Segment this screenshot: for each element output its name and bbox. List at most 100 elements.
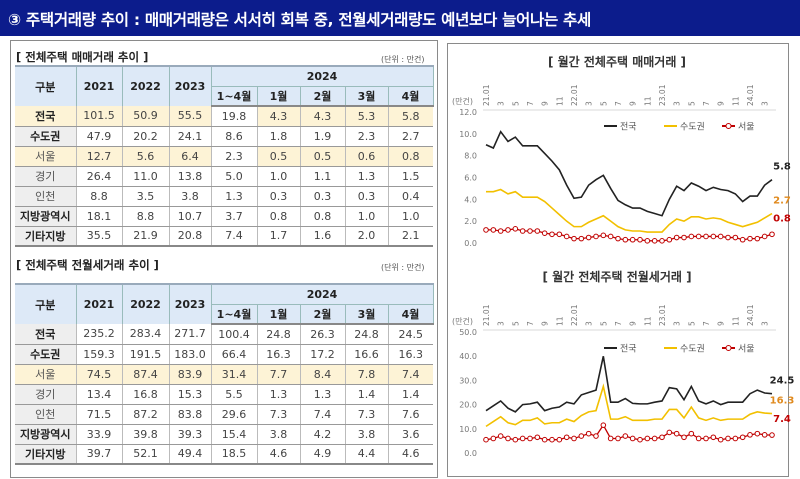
table-cell: 2.1 [387, 226, 434, 247]
table-cell: 2.3 [344, 126, 388, 147]
table-cell: 10.7 [168, 206, 211, 227]
table-row: 인천 8.8 3.5 3.8 1.3 0.3 0.3 0.3 0.4 [15, 186, 434, 207]
table-cell: 3.8 [168, 186, 211, 207]
sale_table: 구분 2021 2022 2023 2024 1~4월 1월 2월 3월 4월 전국 101.5 50.… [15, 65, 434, 247]
table-cell: 183.0 [168, 344, 211, 365]
table-cell: 2.0 [344, 226, 388, 247]
x-tick-label: 5 [687, 101, 696, 106]
seoul-data-point [600, 422, 607, 428]
table-cell: 4.6 [387, 444, 434, 465]
row-label: 경기 [15, 384, 76, 405]
row-label: 지방광역시 [15, 424, 76, 445]
table-cell: 1.3 [344, 166, 388, 187]
table-row: 수도권 47.9 20.2 24.1 8.6 1.8 1.9 2.3 2.7 [15, 126, 434, 147]
x-tick-label: 5 [511, 101, 520, 106]
header-month: 4월 [387, 85, 434, 107]
table-cell: 1.4 [387, 384, 434, 405]
seoul-data-point [644, 238, 651, 244]
page-header: ③ 주택거래량 추이 : 매매거래량은 서서히 회복 중, 전월세거래량도 예년… [0, 0, 800, 36]
table-cell: 26.3 [299, 324, 345, 345]
seoul-data-point [725, 234, 731, 241]
y-tick-label: 12.0 [459, 108, 477, 117]
x-tick-label: 9 [629, 101, 638, 106]
header-year: 2022 [121, 283, 170, 324]
x-tick-label: 3 [673, 101, 682, 106]
seoul-data-point [541, 436, 548, 443]
table-cell: 83.8 [168, 404, 211, 425]
x-tick-label: 22.01 [570, 84, 579, 106]
table-cell: 0.3 [344, 186, 388, 207]
row-label: 경기 [15, 166, 76, 187]
table-cell: 11.0 [121, 166, 169, 187]
y-tick-label: 50.0 [459, 328, 477, 337]
table-cell: 3.6 [387, 424, 434, 445]
table-row: 전국 235.2 283.4 271.7 100.4 24.8 26.3 24.8 24.5 [15, 324, 434, 345]
x-tick-label: 11 [555, 316, 564, 326]
table-cell: 1.4 [344, 384, 388, 405]
seoul-data-point [761, 432, 768, 438]
x-tick-label: 7 [702, 321, 711, 326]
table-cell: 100.4 [210, 324, 257, 345]
table-cell: 159.3 [75, 344, 122, 365]
table-cell: 87.2 [121, 404, 169, 425]
legend-label: 수도권 [680, 121, 705, 133]
table-cell: 7.8 [344, 364, 388, 385]
seoul-data-point [732, 234, 739, 241]
series-line-0 [485, 130, 773, 217]
row-label: 수도권 [15, 344, 76, 365]
x-tick-label: 22.01 [570, 304, 579, 326]
seoul-data-point [505, 227, 511, 233]
y-tick-label: 8.0 [464, 152, 477, 161]
table-cell: 5.6 [121, 146, 169, 167]
header-year: 2023 [168, 65, 212, 106]
seoul-data-point [534, 228, 541, 234]
y-tick-label: 0.0 [464, 239, 477, 248]
x-tick-label: 9 [629, 321, 638, 326]
seoul-data-point [593, 433, 599, 439]
table-row: 수도권 159.3 191.5 183.0 66.4 16.3 17.2 16.6 16.3 [15, 344, 434, 365]
sale_table-title: [ 전체주택 매매거래 추이 ] [16, 50, 149, 64]
header-year: 2023 [168, 283, 212, 324]
table-cell: 1.1 [299, 166, 345, 187]
table-cell: 8.4 [299, 364, 345, 385]
x-tick-label: 7 [614, 101, 623, 106]
seoul-data-point [710, 434, 717, 441]
y-tick-label: 40.0 [459, 352, 477, 361]
table-row: 인천 71.5 87.2 83.8 29.6 7.3 7.4 7.3 7.6 [15, 404, 434, 425]
table-cell: 1.7 [256, 226, 300, 247]
x-tick-label: 9 [541, 321, 550, 326]
seoul-data-point [519, 435, 526, 442]
seoul-data-point [666, 429, 673, 436]
seoul-data-point [688, 430, 695, 437]
table-cell: 24.8 [256, 324, 300, 345]
table-cell: 49.4 [168, 444, 211, 465]
table-cell: 1.0 [344, 206, 388, 227]
table-cell: 8.8 [121, 206, 169, 227]
table-cell: 0.8 [387, 146, 434, 167]
table-cell: 26.4 [75, 166, 122, 187]
table-cell: 235.2 [75, 324, 122, 345]
table-cell: 20.8 [168, 226, 211, 247]
legend-label: 수도권 [680, 343, 705, 355]
row-label: 서울 [15, 364, 76, 385]
table-cell: 17.2 [299, 344, 345, 365]
seoul-data-point [578, 433, 585, 439]
x-tick-label: 11 [643, 316, 652, 326]
seoul-data-point [607, 233, 614, 240]
seoul-data-point [571, 235, 577, 242]
table-cell: 1.5 [387, 166, 434, 187]
table-row: 지방광역시 18.1 8.8 10.7 3.7 0.8 0.8 1.0 1.0 [15, 206, 434, 227]
table-cell: 8.6 [210, 126, 257, 147]
table-cell: 50.9 [121, 106, 169, 127]
row-label: 전국 [15, 106, 76, 127]
table-cell: 7.3 [256, 404, 300, 425]
table-cell: 20.2 [121, 126, 169, 147]
seoul-data-point [747, 235, 753, 242]
header-2024: 2024 [210, 283, 434, 304]
table-cell: 0.8 [256, 206, 300, 227]
y-axis-unit: (만건) [452, 96, 473, 106]
table-cell: 2.3 [210, 146, 257, 167]
table-row: 경기 13.4 16.8 15.3 5.5 1.3 1.3 1.4 1.4 [15, 384, 434, 405]
table-cell: 39.7 [75, 444, 122, 465]
table-cell: 0.5 [299, 146, 345, 167]
